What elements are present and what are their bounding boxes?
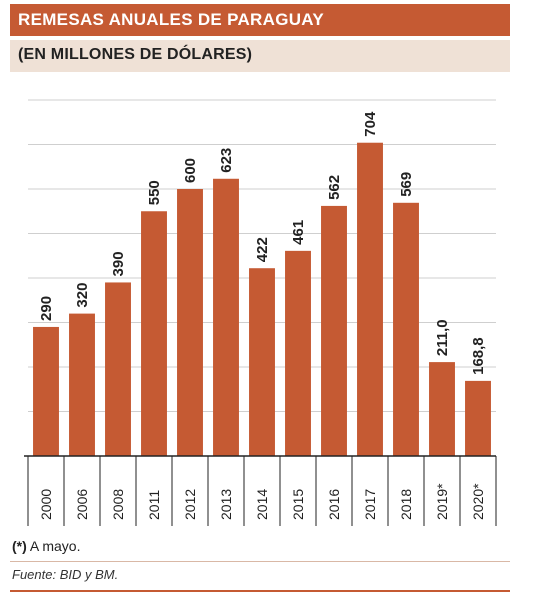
data-label: 600 — [182, 158, 199, 183]
bar — [105, 282, 131, 456]
footnote: (*) A mayo. — [12, 538, 80, 554]
subtitle-bar: (EN MILLONES DE DÓLARES) — [10, 40, 510, 72]
data-label: 390 — [110, 251, 127, 276]
bar — [465, 380, 491, 456]
data-label: 461 — [290, 220, 307, 245]
x-tick-label: 2019* — [434, 483, 450, 520]
bar — [393, 202, 419, 456]
x-tick-label: 2012 — [182, 489, 198, 520]
x-tick-label: 2006 — [74, 489, 90, 520]
bar — [357, 142, 383, 456]
bar — [321, 205, 347, 456]
bar — [69, 313, 95, 456]
bar — [285, 250, 311, 456]
x-tick-label: 2000 — [38, 489, 54, 520]
data-label: 422 — [254, 237, 271, 262]
source-note: Fuente: BID y BM. — [12, 567, 119, 582]
footer-divider — [10, 561, 510, 562]
bar — [141, 211, 167, 456]
bar — [213, 178, 239, 456]
data-label: 211,0 — [434, 319, 451, 356]
footnote-text: A mayo. — [26, 538, 81, 554]
data-label: 623 — [218, 148, 235, 173]
data-label: 569 — [398, 172, 415, 197]
x-tick-label: 2014 — [254, 489, 270, 520]
data-label: 290 — [38, 296, 55, 321]
x-tick-label: 2020* — [470, 483, 486, 520]
bar — [33, 326, 59, 456]
bar — [429, 362, 455, 456]
x-tick-label: 2018 — [398, 489, 414, 520]
bar — [177, 189, 203, 456]
data-label: 562 — [326, 175, 343, 200]
chart-title: REMESAS ANUALES DE PARAGUAY — [18, 10, 324, 29]
x-tick-label: 2017 — [362, 489, 378, 520]
x-tick-label: 2015 — [290, 489, 306, 520]
chart-subtitle: (EN MILLONES DE DÓLARES) — [18, 46, 253, 63]
footnote-marker: (*) — [12, 538, 27, 554]
data-label: 168,8 — [470, 337, 487, 375]
footer-rule — [10, 590, 510, 592]
x-tick-label: 2016 — [326, 489, 342, 520]
data-label: 704 — [362, 111, 379, 137]
x-tick-label: 2013 — [218, 489, 234, 520]
data-label: 320 — [74, 283, 91, 308]
bar — [249, 268, 275, 456]
title-bar: REMESAS ANUALES DE PARAGUAY — [10, 4, 510, 36]
bar-chart: 290 320 390 550 600 623 422 461 562 704 569 211,0 16… — [24, 99, 497, 526]
data-label: 550 — [146, 180, 163, 205]
x-tick-label: 2011 — [146, 490, 162, 520]
x-tick-label: 2008 — [110, 489, 126, 520]
